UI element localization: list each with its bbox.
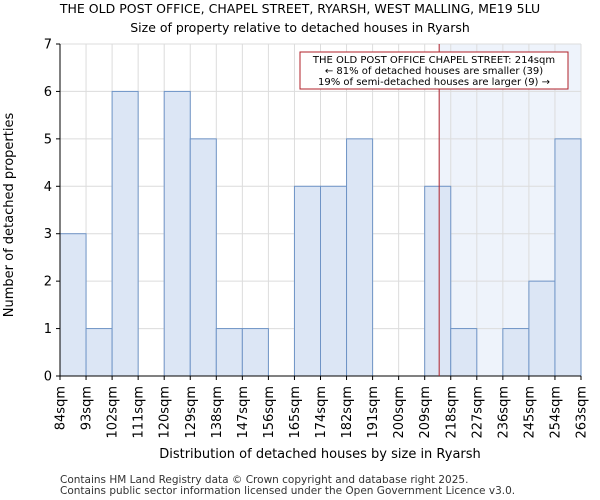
x-tick-label: 254sqm [548,386,563,439]
annotation-line-1: THE OLD POST OFFICE CHAPEL STREET: 214sq… [312,55,555,66]
y-tick-label: 2 [44,275,52,290]
annotation-box [299,51,569,90]
x-tick-label: 93sqm [80,386,95,430]
bar-174sqm [320,185,348,377]
footer-line-1: Contains HM Land Registry data © Crown c… [60,474,468,486]
x-tick-label: 245sqm [522,386,537,439]
x-tick-label: 209sqm [418,386,433,439]
y-tick-label: 5 [44,132,52,147]
y-tick-label: 1 [44,322,52,337]
bar-165sqm [293,185,322,377]
bar-236sqm [502,328,530,377]
y-tick-label: 6 [44,85,52,100]
bar-182sqm [346,138,374,377]
x-tick-label: 182sqm [340,386,355,439]
annotation-line-2: ← 81% of detached houses are smaller (39… [325,66,543,77]
bar-120sqm [163,90,191,377]
annotation-line-3: 19% of semi-detached houses are larger (… [318,77,550,88]
y-tick-label: 7 [44,38,52,53]
bar-147sqm [241,328,269,377]
chart-subtitle: Size of property relative to detached ho… [130,20,470,35]
x-axis-label: Distribution of detached houses by size … [159,447,481,462]
bar-254sqm [554,138,582,377]
plot-area: 0 1 2 3 4 5 6 7 84sqm 93sqm 102sqm 111sqm 120sqm 129s… [44,38,590,439]
y-tick-label: 4 [44,180,52,195]
y-tick-label: 0 [44,370,52,385]
x-tick-label: 236sqm [496,386,511,439]
bar-245sqm [528,280,556,377]
x-tick-label: 174sqm [314,386,329,439]
x-tick-label: 227sqm [470,386,485,439]
x-tick-label: 138sqm [210,386,225,439]
x-tick-label: 165sqm [288,386,303,439]
y-axis-label: Number of detached properties [2,113,17,318]
bar-93sqm [85,328,113,377]
x-tick-label: 218sqm [444,386,459,439]
y-tick-label: 3 [44,227,52,242]
chart-title: THE OLD POST OFFICE, CHAPEL STREET, RYAR… [59,1,540,16]
x-tick-label: 263sqm [575,386,590,439]
x-tick-label: 147sqm [236,386,251,439]
bar-129sqm [189,138,217,377]
x-tick-label: 191sqm [366,386,381,439]
bar-138sqm [215,328,243,377]
footer-line-2: Contains public sector information licen… [60,485,515,497]
bar-102sqm [111,90,139,377]
x-tick-label: 129sqm [184,386,199,439]
bar-84sqm [59,233,87,377]
x-tick-label: 200sqm [392,386,407,439]
bar-218sqm [450,328,478,377]
bar-209sqm [424,185,452,377]
x-tick-label: 111sqm [132,386,147,439]
x-tick-label: 156sqm [262,386,277,439]
x-tick-label: 102sqm [106,386,121,439]
x-tick-label: 84sqm [54,386,69,430]
x-tick-label: 120sqm [158,386,173,439]
